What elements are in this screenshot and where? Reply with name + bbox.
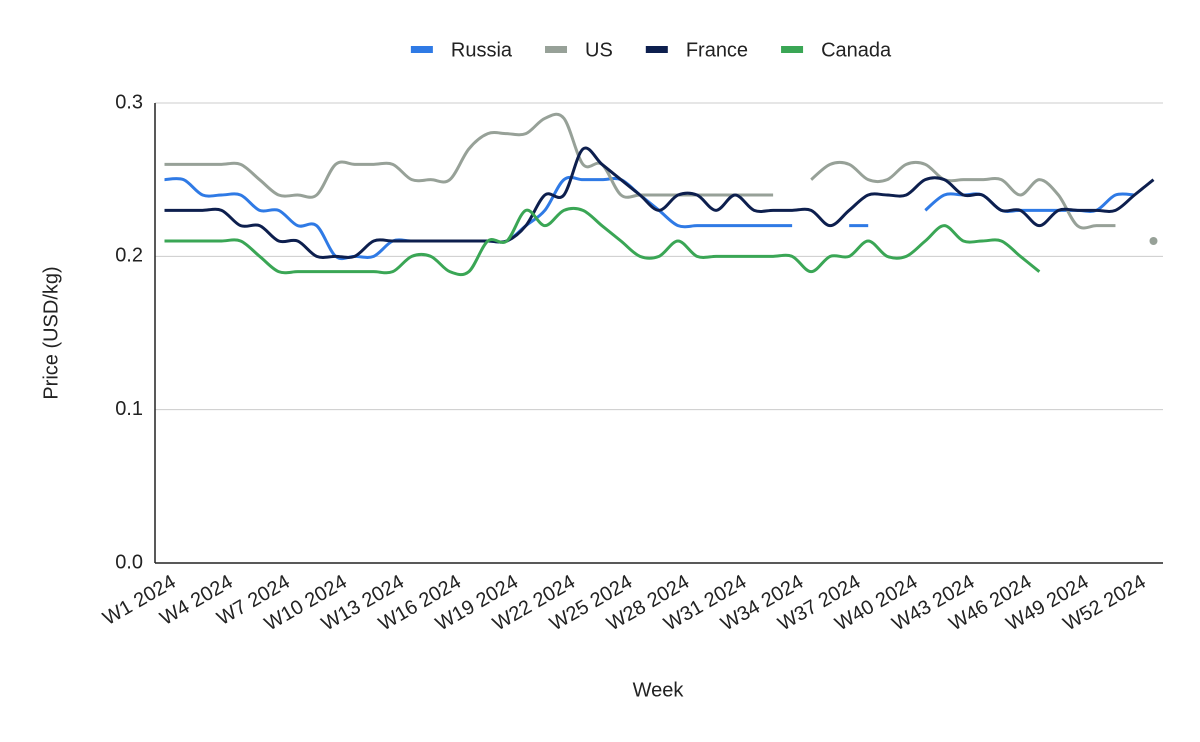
legend-swatch [410, 46, 433, 53]
y-tick-label: 0.1 [115, 398, 143, 420]
legend-swatch [645, 46, 668, 53]
legend-swatch [545, 46, 568, 53]
legend: Russia US France Canada [410, 39, 892, 61]
legend-label: US [585, 39, 613, 61]
y-axis-title: Price (USD/kg) [40, 266, 62, 399]
x-axis-title: Week [633, 679, 685, 701]
line [164, 146, 1155, 259]
line [810, 160, 1116, 230]
y-tick-label: 0.3 [115, 91, 143, 113]
legend-swatch [781, 46, 804, 53]
line [164, 112, 774, 199]
line [924, 192, 1135, 213]
y-tick-label: 0.0 [115, 551, 143, 573]
y-tick-label: 0.2 [115, 245, 143, 267]
line [164, 175, 793, 261]
legend-label: France [686, 39, 748, 61]
legend-label: Canada [821, 39, 892, 61]
legend-label: Russia [451, 39, 513, 61]
point [1149, 237, 1158, 245]
line [164, 206, 1041, 277]
